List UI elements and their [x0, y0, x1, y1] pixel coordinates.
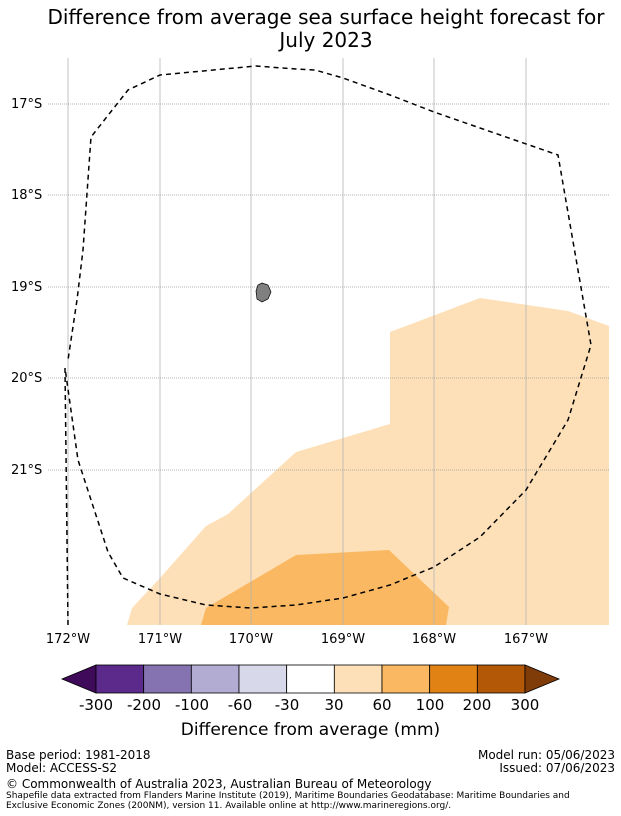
lon-label-168w: 168°W	[412, 632, 456, 647]
shapefile-credit: Shapefile data extracted from Flanders M…	[6, 791, 570, 811]
cb-tick-2: -100	[175, 696, 209, 714]
region-30-60mm	[127, 298, 609, 625]
lon-label-167w: 167°W	[504, 632, 548, 647]
colorbar-segment-5	[286, 664, 335, 694]
lon-label-169w: 169°W	[321, 632, 365, 647]
lat-label-17s: 17°S	[11, 97, 42, 112]
cb-tick-0: -300	[79, 696, 113, 714]
cb-tick-7: 100	[416, 696, 445, 714]
cb-tick-1: -200	[127, 696, 161, 714]
colorbar-label: Difference from average (mm)	[180, 720, 441, 740]
colorbar-extend-high	[524, 664, 561, 694]
shapefile-credit-line-2: Exclusive Economic Zones (200NM), versio…	[6, 801, 452, 811]
lon-label-171w: 171°W	[138, 632, 182, 647]
lat-label-18s: 18°S	[11, 188, 42, 203]
colorbar-extend-low	[60, 664, 97, 694]
cb-tick-4: -30	[275, 696, 300, 714]
model-name: Model: ACCESS-S2	[6, 761, 118, 775]
region-60-100mm	[201, 550, 449, 625]
latitude-gridlines	[48, 103, 609, 471]
colorbar-segment-1	[95, 664, 145, 694]
colorbar-segment-6	[333, 664, 383, 694]
colorbar	[60, 664, 561, 694]
title-line-1: Difference from average sea surface heig…	[47, 5, 605, 29]
cb-tick-6: 60	[372, 696, 391, 714]
cb-tick-5: 30	[324, 696, 343, 714]
issued-date: Issued: 07/06/2023	[499, 761, 615, 775]
colorbar-segment-8	[429, 664, 478, 694]
colorbar-segment-3	[190, 664, 240, 694]
cb-tick-8: 200	[463, 696, 492, 714]
base-period: Base period: 1981-2018	[6, 748, 151, 762]
lat-label-19s: 19°S	[11, 280, 42, 295]
colorbar-segment-7	[381, 664, 431, 694]
colorbar-segment-9	[476, 664, 526, 694]
title-line-2: July 2023	[279, 28, 373, 52]
footer-left: Base period: 1981-2018 Model: ACCESS-S2	[6, 749, 151, 775]
cb-tick-9: 300	[511, 696, 540, 714]
chart-title: Difference from average sea surface heig…	[0, 6, 621, 52]
colorbar-segment-4	[238, 664, 288, 694]
lat-label-21s: 21°S	[11, 463, 42, 478]
colorbar-segment-2	[143, 664, 192, 694]
longitude-gridlines	[67, 58, 527, 625]
eez-boundary	[64, 65, 592, 626]
island-niue	[255, 282, 272, 303]
footer-right: Model run: 05/06/2023 Issued: 07/06/2023	[478, 749, 615, 775]
lat-label-20s: 20°S	[11, 371, 42, 386]
lon-label-172w: 172°W	[46, 632, 90, 647]
lon-label-170w: 170°W	[229, 632, 273, 647]
copyright-note: © Commonwealth of Australia 2023, Austra…	[6, 777, 432, 791]
cb-tick-3: -60	[228, 696, 253, 714]
model-run-date: Model run: 05/06/2023	[477, 748, 615, 762]
shapefile-credit-line-1: Shapefile data extracted from Flanders M…	[6, 791, 570, 801]
